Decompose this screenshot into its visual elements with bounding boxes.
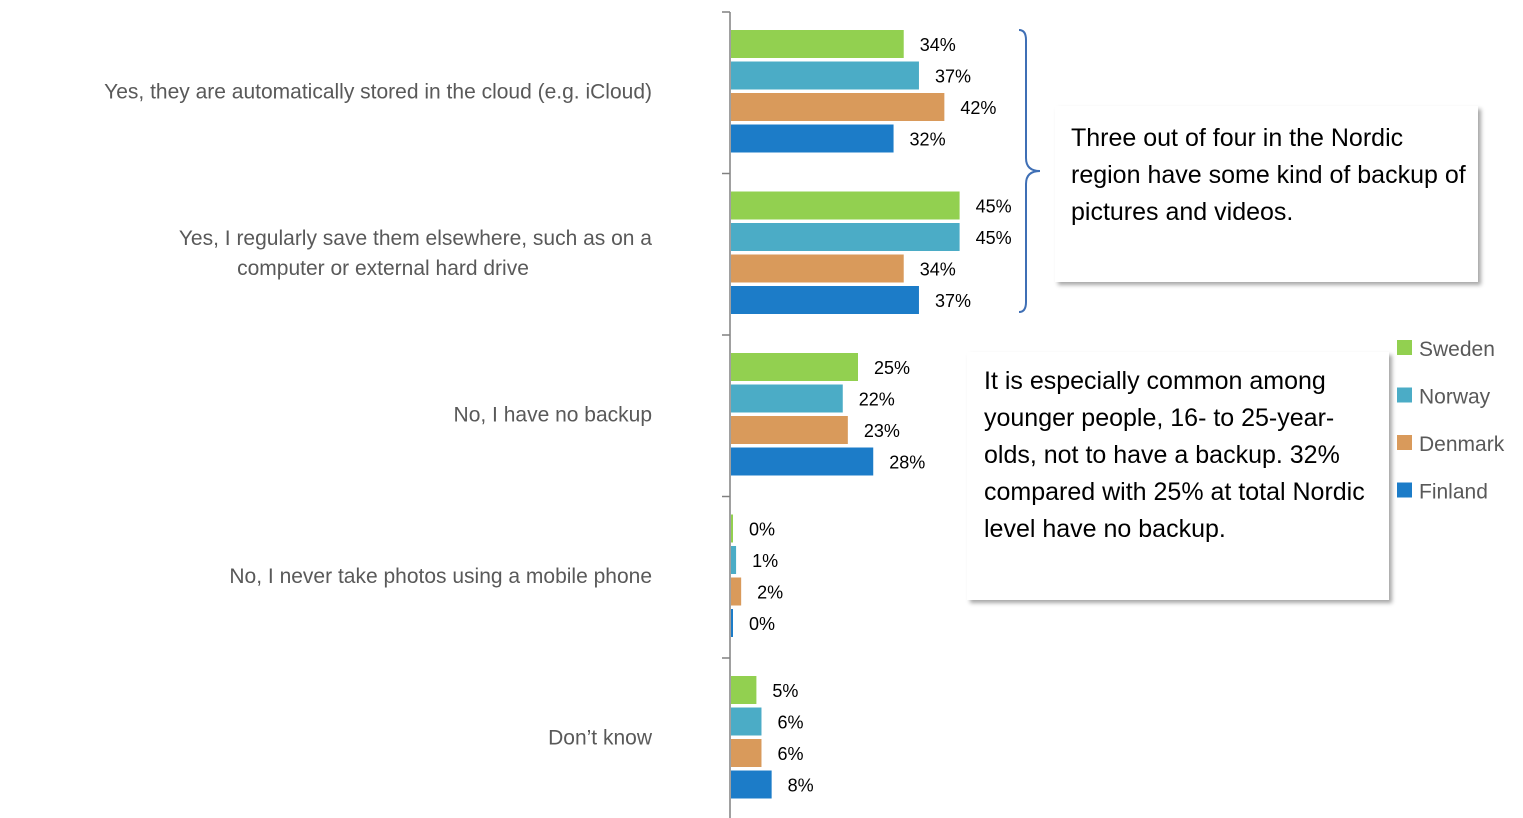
bar-denmark-4 [731,577,742,606]
chart-bars [731,30,960,799]
legend-label-norway: Norway [1419,386,1491,409]
value-label: 5% [772,681,798,701]
bar-norway-5 [731,707,762,736]
value-label: 45% [976,228,1012,248]
category-label: Don’t know [548,726,653,749]
group-bracket [1018,29,1041,313]
value-label: 45% [976,197,1012,217]
category-label: Yes, they are automatically stored in th… [104,80,652,103]
legend-label-sweden: Sweden [1419,338,1495,361]
category-label: computer or external hard drive [237,257,529,280]
bar-denmark-2 [731,254,904,283]
chart-legend: Sweden Norway Denmark Finland [1397,338,1505,504]
value-label: 23% [864,421,900,441]
value-label: 32% [910,130,946,150]
legend-label-denmark: Denmark [1419,433,1505,456]
value-label: 42% [960,98,996,118]
chart-axis [722,11,731,818]
bar-sweden-1 [731,30,904,58]
bar-finland-4 [731,609,733,637]
legend-swatch-norway [1397,387,1412,403]
bar-sweden-3 [731,353,858,381]
bar-norway-2 [731,223,960,251]
bar-finland-3 [731,447,874,476]
value-label: 2% [757,583,783,603]
bar-denmark-3 [731,416,848,444]
bar-norway-1 [731,61,919,90]
category-label: No, I have no backup [454,403,652,426]
chart-value-labels: 34% 37% 42% 32% 45% 45% 34% 37% 25% 22% 23% 28% 0% 1%… [749,35,1012,796]
value-label: 1% [752,551,778,571]
value-label: 34% [920,35,956,55]
legend-swatch-finland [1397,482,1412,498]
bar-sweden-4 [731,514,733,543]
bar-finland-5 [731,770,772,799]
bar-norway-4 [731,546,737,574]
bar-finland-1 [731,124,894,153]
bar-finland-2 [731,286,919,314]
value-label: 0% [749,614,775,634]
bar-sweden-5 [731,676,757,704]
category-label: No, I never take photos using a mobile p… [229,565,652,588]
legend-swatch-denmark [1397,435,1412,450]
chart-category-labels: Yes, they are automatically stored in th… [104,80,653,749]
value-label: 28% [889,453,925,473]
bar-sweden-2 [731,191,960,220]
value-label: 37% [935,291,971,311]
callout-young-people: It is especially common among younger pe… [967,352,1389,600]
value-label: 8% [788,776,814,796]
value-label: 22% [859,390,895,410]
value-label: 0% [749,520,775,540]
value-label: 6% [777,713,803,733]
bar-norway-3 [731,384,843,413]
legend-label-finland: Finland [1419,481,1488,504]
legend-swatch-sweden [1397,340,1412,355]
bar-denmark-5 [731,739,762,767]
bar-denmark-1 [731,93,945,121]
value-label: 37% [935,67,971,87]
value-label: 6% [777,744,803,764]
value-label: 25% [874,358,910,378]
category-label: Yes, I regularly save them elsewhere, su… [179,227,652,250]
value-label: 34% [920,260,956,280]
callout-backup-share: Three out of four in the Nordic region h… [1055,106,1478,282]
